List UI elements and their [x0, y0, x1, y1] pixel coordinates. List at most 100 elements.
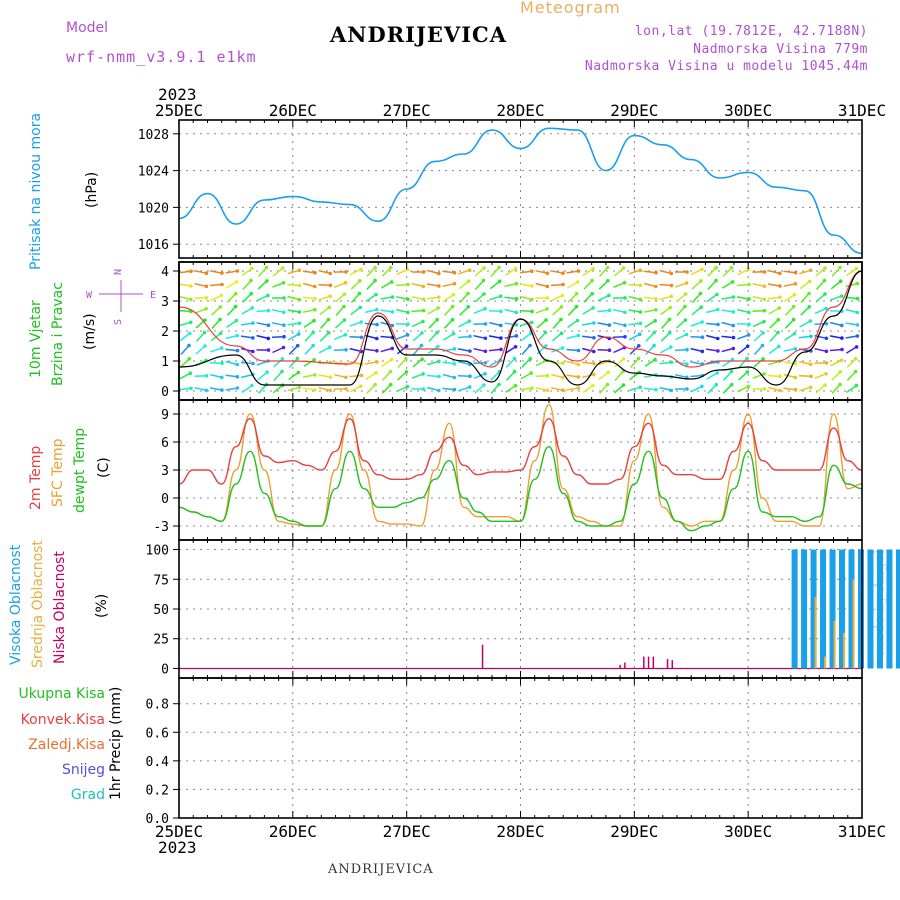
wind-arrow — [240, 335, 254, 339]
wind-arrow-head — [220, 388, 224, 392]
wind-arrow-head — [559, 305, 564, 309]
wind-arrow-head — [204, 374, 209, 378]
wind-arrow — [411, 320, 424, 328]
wind-arrow-head — [807, 291, 811, 296]
wind-arrow-head — [854, 266, 859, 271]
wind-arrow — [676, 306, 686, 316]
wind-arrow — [365, 308, 377, 314]
wind-arrow — [242, 293, 252, 303]
date-label-top: 26DEC — [269, 101, 317, 120]
wind-arrow — [427, 307, 439, 315]
wind-arrow-head — [530, 309, 534, 314]
wind-arrow-head — [204, 296, 209, 300]
wind-arrow — [814, 347, 827, 353]
wind-arrow-head — [561, 271, 565, 276]
wind-arrow-head — [685, 347, 689, 352]
wind-arrow-head — [669, 360, 674, 365]
wind-arrow — [225, 348, 238, 352]
wind-arrow-head — [669, 283, 674, 288]
wind-arrow-head — [778, 374, 782, 379]
wind-arrow-head — [420, 331, 424, 335]
wind-arrow-head — [437, 359, 441, 364]
wind-arrow-head — [189, 269, 193, 274]
y-tick-label: 0.2 — [146, 783, 169, 798]
wind-arrow-head — [700, 384, 704, 389]
wind-arrow-head — [250, 266, 254, 271]
wind-arrow-head — [249, 278, 253, 283]
wind-arrow — [505, 371, 516, 381]
wind-arrow-head — [235, 269, 240, 273]
wind-arrow-head — [559, 317, 563, 322]
wind-arrow-head — [218, 331, 223, 336]
wind-arrow — [241, 267, 253, 277]
wind-arrow-head — [623, 310, 627, 315]
wind-arrow-head — [747, 297, 751, 301]
wind-arrow — [257, 384, 268, 394]
wind-arrow — [257, 280, 268, 290]
wind-arrow — [396, 385, 408, 393]
wind-arrow — [691, 280, 702, 290]
wind-arrow-head — [405, 267, 410, 272]
wind-arrow — [257, 371, 268, 381]
wind-arrow-head — [731, 295, 736, 299]
wind-arrow-head — [235, 362, 240, 367]
wind-arrow-head — [576, 375, 581, 379]
wind-arrow-head — [529, 371, 533, 375]
wind-arrow-head — [467, 385, 472, 389]
wind-arrow-head — [235, 348, 240, 353]
y-tick-label: 2 — [161, 325, 169, 340]
wind-arrow — [349, 374, 362, 378]
wind-arrow-head — [406, 297, 410, 302]
wind-arrow-head — [824, 306, 828, 311]
wind-arrow — [505, 346, 516, 354]
wind-arrow-head — [483, 322, 488, 326]
wind-arrow — [226, 306, 237, 316]
wind-arrow-head — [359, 267, 363, 272]
wind-arrow-head — [406, 282, 410, 287]
wind-arrow — [769, 319, 779, 329]
wind-arrow — [474, 384, 485, 394]
wind-arrow-head — [854, 383, 859, 388]
wind-arrow — [209, 270, 223, 274]
wind-arrow-head — [638, 385, 642, 390]
wind-arrow-head — [714, 265, 718, 270]
wind-arrow-head — [421, 387, 426, 391]
wind-arrow — [737, 345, 749, 355]
wind-arrow — [519, 309, 533, 313]
wind-arrow-head — [204, 271, 209, 276]
wind-arrow — [334, 334, 346, 340]
wind-arrow-head — [219, 293, 224, 298]
wind-arrow-head — [623, 296, 627, 300]
pressure-line — [178, 127, 863, 255]
date-label-bottom: 26DEC — [269, 822, 317, 841]
wind-arrow-head — [840, 323, 844, 328]
wind-arrow-head — [716, 336, 720, 341]
wind-arrow — [706, 308, 718, 314]
wind-arrow-head — [808, 319, 813, 323]
wind-arrow — [660, 306, 671, 316]
wind-arrow — [629, 345, 640, 355]
wind-arrow — [753, 358, 764, 368]
wind-arrow — [194, 270, 207, 274]
wind-arrow-head — [450, 304, 455, 309]
wind-arrow-head — [388, 382, 393, 387]
wind-arrow-head — [404, 344, 409, 349]
wind-arrow — [365, 293, 377, 303]
wind-arrow — [380, 281, 393, 289]
wind-arrow-head — [822, 278, 827, 283]
cloud-high-bar — [858, 549, 864, 669]
wind-arrow — [178, 283, 192, 287]
series-layer — [178, 127, 900, 670]
wind-arrow-head — [683, 304, 687, 309]
wind-arrow-head — [467, 319, 472, 324]
wind-arrow-head — [251, 336, 255, 340]
wind-arrow-head — [700, 267, 704, 272]
wind-arrow — [209, 283, 223, 287]
wind-arrow — [335, 306, 345, 316]
wind-arrow — [241, 307, 253, 315]
wind-arrow — [628, 386, 641, 392]
wind-arrow-head — [312, 358, 316, 362]
wind-arrow-head — [390, 346, 395, 351]
wind-arrow — [798, 335, 812, 339]
wind-arrow — [397, 371, 407, 381]
